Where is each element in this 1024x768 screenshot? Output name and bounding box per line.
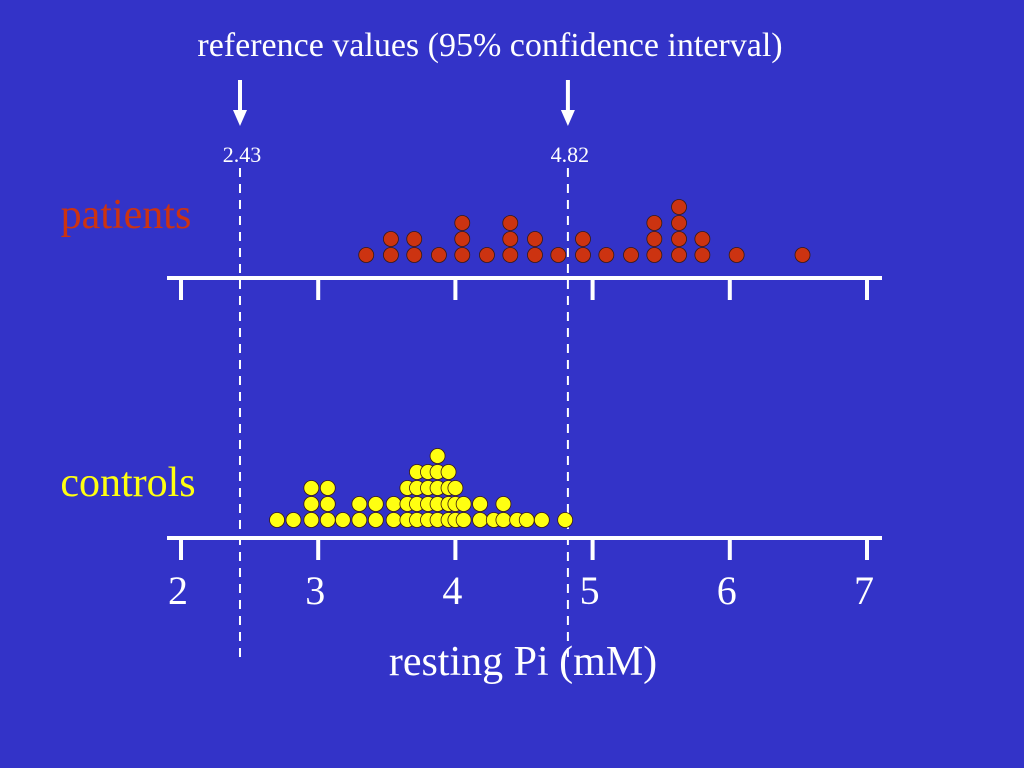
control-dot bbox=[334, 512, 351, 528]
patient-dot bbox=[671, 247, 687, 263]
patient-dot bbox=[694, 231, 711, 247]
x-tick-label: 4 bbox=[442, 568, 462, 613]
patient-dot bbox=[671, 215, 687, 231]
control-dot bbox=[351, 496, 368, 512]
x-axis-label: resting Pi (mM) bbox=[389, 639, 657, 685]
patient-dot bbox=[623, 247, 639, 263]
patient-dot bbox=[646, 231, 663, 247]
control-dot bbox=[269, 512, 285, 528]
patient-dot bbox=[527, 231, 543, 247]
patient-dot bbox=[454, 231, 471, 247]
patient-dot bbox=[358, 247, 375, 263]
control-dot bbox=[447, 480, 464, 496]
patient-dot bbox=[527, 247, 543, 263]
patient-dot bbox=[646, 215, 663, 231]
series-label-controls: controls bbox=[60, 460, 195, 506]
patient-dot bbox=[598, 247, 615, 263]
reference-value-label: 4.82 bbox=[551, 142, 590, 167]
patient-dot bbox=[479, 247, 495, 263]
patient-dot bbox=[646, 247, 663, 263]
control-dot bbox=[455, 512, 472, 528]
patient-dot bbox=[671, 199, 687, 215]
control-dot bbox=[319, 496, 336, 512]
patient-dot bbox=[502, 231, 519, 247]
x-tick-labels: 2 3 4 5 6 7 bbox=[168, 568, 874, 613]
control-dot bbox=[385, 496, 402, 512]
patient-dot bbox=[671, 231, 687, 247]
x-tick-label: 5 bbox=[580, 568, 600, 613]
patient-dot bbox=[383, 247, 399, 263]
control-dot bbox=[319, 512, 336, 528]
control-dot bbox=[495, 496, 512, 512]
patient-dot bbox=[575, 231, 591, 247]
control-dot bbox=[385, 512, 402, 528]
control-dot bbox=[518, 512, 535, 528]
patient-dot bbox=[502, 215, 519, 231]
control-dot bbox=[367, 512, 384, 528]
axes bbox=[167, 276, 882, 560]
control-dot bbox=[285, 512, 302, 528]
patient-dot bbox=[550, 247, 567, 263]
patient-dot bbox=[454, 247, 471, 263]
series-label-patients: patients bbox=[61, 192, 192, 238]
control-dot bbox=[533, 512, 550, 528]
control-dot bbox=[440, 464, 457, 480]
reference-value-label: 2.43 bbox=[223, 142, 262, 167]
control-dot bbox=[557, 512, 574, 528]
patient-dot bbox=[728, 247, 745, 263]
control-dot bbox=[367, 496, 384, 512]
patient-dot bbox=[431, 247, 447, 263]
dots-controls bbox=[269, 448, 574, 528]
patient-dot bbox=[406, 231, 423, 247]
patient-dot bbox=[383, 231, 399, 247]
control-dot bbox=[472, 496, 488, 512]
x-tick-label: 3 bbox=[305, 568, 325, 613]
patient-dot bbox=[454, 215, 471, 231]
control-dot bbox=[319, 480, 336, 496]
control-dot bbox=[303, 496, 320, 512]
control-dot bbox=[303, 512, 320, 528]
reference-lines: 2.43 4.82 bbox=[223, 80, 589, 658]
control-dot bbox=[351, 512, 368, 528]
dots-patients bbox=[358, 199, 811, 263]
patient-dot bbox=[406, 247, 423, 263]
x-tick-label: 2 bbox=[168, 568, 188, 613]
patient-dot bbox=[794, 247, 811, 263]
control-dot bbox=[495, 512, 512, 528]
x-tick-label: 7 bbox=[854, 568, 874, 613]
patient-dot bbox=[694, 247, 711, 263]
control-dot bbox=[303, 480, 320, 496]
control-dot bbox=[472, 512, 488, 528]
patient-dot bbox=[502, 247, 519, 263]
control-dot bbox=[455, 496, 472, 512]
chart-title: reference values (95% confidence interva… bbox=[197, 27, 782, 64]
patient-dot bbox=[575, 247, 591, 263]
arrow-down-icon bbox=[232, 110, 247, 126]
control-dot bbox=[429, 448, 446, 464]
x-tick-label: 6 bbox=[717, 568, 737, 613]
arrow-down-icon bbox=[560, 110, 575, 126]
